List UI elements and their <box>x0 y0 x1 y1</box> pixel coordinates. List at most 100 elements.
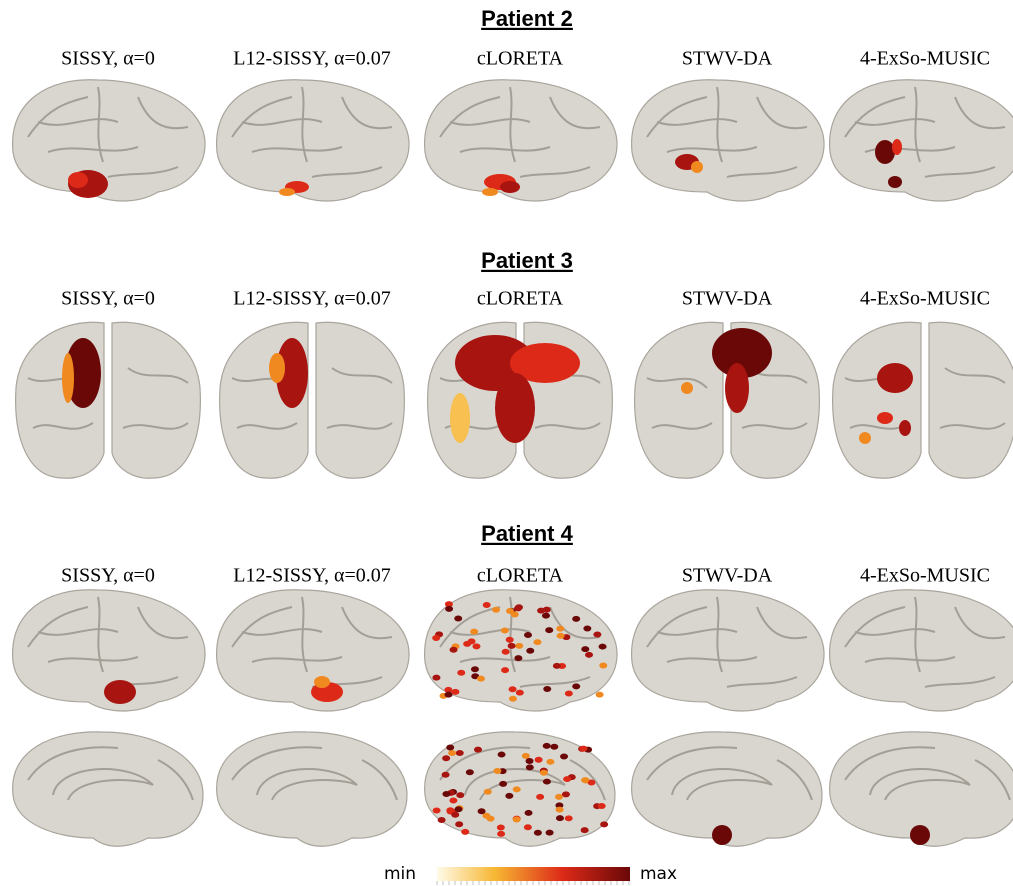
activation <box>910 825 930 845</box>
activation <box>691 161 703 173</box>
activation <box>482 601 491 608</box>
activation <box>454 806 463 813</box>
brain-surface <box>829 589 1013 712</box>
activation <box>587 779 596 786</box>
activation <box>598 643 607 650</box>
activation <box>555 806 564 813</box>
activation <box>593 631 602 638</box>
activation <box>68 172 88 188</box>
activation <box>564 815 573 822</box>
brain-surface <box>631 731 823 847</box>
colorbar <box>437 867 630 881</box>
sulci <box>439 596 601 688</box>
brain-surface <box>216 589 410 712</box>
method-label: SISSY, α=0 <box>61 288 155 310</box>
activation <box>444 686 453 693</box>
brain-surface <box>829 79 1013 202</box>
brain-lateral <box>424 589 618 712</box>
activation <box>725 363 749 413</box>
activation <box>581 646 590 653</box>
method-label: STWV-DA <box>682 565 773 587</box>
brain-lateral <box>631 589 825 712</box>
activation <box>276 338 308 408</box>
activation <box>555 815 564 822</box>
hemisphere-right <box>928 321 1013 479</box>
activation <box>526 647 535 654</box>
activation <box>470 666 479 673</box>
brain-surface <box>12 731 204 847</box>
activation <box>508 695 517 702</box>
activation <box>442 790 451 797</box>
activation <box>555 793 564 800</box>
brain-lateral <box>424 79 618 202</box>
activation <box>493 768 502 775</box>
activation <box>467 638 476 645</box>
activation <box>875 140 895 164</box>
brain-surface <box>631 79 825 202</box>
activation <box>62 353 74 403</box>
activation <box>552 662 561 669</box>
activation <box>563 776 572 783</box>
brain-surface <box>424 79 618 202</box>
sulci <box>646 86 808 178</box>
activation <box>474 746 483 753</box>
activation <box>444 601 453 608</box>
brain-posterior <box>634 321 820 479</box>
activation <box>476 675 485 682</box>
sulci <box>844 367 1006 430</box>
content: Patient 2 SISSY, α=0 L12-SISSY, α=0.07 cLOR… <box>12 6 1013 885</box>
sulci <box>231 86 393 178</box>
colorbar-max: max <box>640 864 677 884</box>
activation <box>437 817 446 824</box>
sulci <box>231 367 393 430</box>
brain-posterior <box>832 321 1013 479</box>
activation <box>543 685 552 692</box>
activation <box>546 758 555 765</box>
brain-lateral <box>12 79 206 202</box>
activation <box>432 674 441 681</box>
method-label: SISSY, α=0 <box>61 565 155 587</box>
activation <box>510 611 519 618</box>
brain-lateral <box>216 79 410 202</box>
activation <box>505 792 514 799</box>
activation <box>497 751 506 758</box>
activation <box>512 786 521 793</box>
brain-medial <box>631 731 823 847</box>
brain-surface <box>12 589 206 712</box>
activation <box>525 758 534 765</box>
activation <box>104 680 136 704</box>
hemisphere-right <box>111 321 201 479</box>
activation <box>446 744 455 751</box>
activation <box>524 809 533 816</box>
activation <box>483 788 492 795</box>
activation <box>496 824 505 831</box>
sulci <box>27 746 194 801</box>
activation <box>545 627 554 634</box>
activation <box>514 655 523 662</box>
activation <box>499 780 508 787</box>
activation <box>572 683 581 690</box>
activation <box>444 691 453 698</box>
sulci <box>27 367 189 430</box>
activation <box>500 627 509 634</box>
activation <box>533 829 542 836</box>
activation <box>492 606 501 613</box>
sulci <box>646 746 813 801</box>
activation <box>537 607 546 614</box>
sulci <box>27 86 189 178</box>
hemisphere-left <box>634 321 724 479</box>
activation <box>456 792 465 799</box>
activation <box>477 808 486 815</box>
activation <box>505 636 514 643</box>
method-label: cLORETA <box>477 288 564 310</box>
activation <box>595 691 604 698</box>
method-label: SISSY, α=0 <box>61 48 155 70</box>
brain-medial <box>12 731 204 847</box>
sulci <box>439 86 601 178</box>
activation <box>712 825 732 845</box>
activation <box>600 821 609 828</box>
method-label: L12-SISSY, α=0.07 <box>233 288 391 310</box>
activation <box>523 824 532 831</box>
activation <box>512 816 521 823</box>
